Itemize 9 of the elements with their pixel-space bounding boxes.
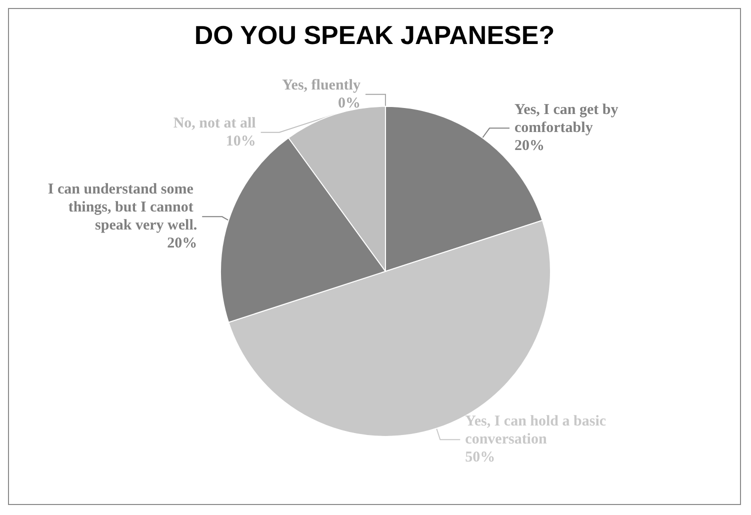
slice-label: No, not at all <box>173 115 256 132</box>
category-label: Yes, fluently <box>282 77 360 94</box>
data-label: 20% <box>514 138 545 154</box>
data-label: 10% <box>226 133 256 150</box>
chart-title: DO YOU SPEAK JAPANESE? <box>194 20 555 50</box>
data-label: 20% <box>167 236 198 252</box>
text: 0% <box>338 95 360 112</box>
slice-label: Yes, I can get by comfortably <box>514 102 622 136</box>
slice-label: I can understand some things, but I cannot speak very well. <box>48 182 198 234</box>
